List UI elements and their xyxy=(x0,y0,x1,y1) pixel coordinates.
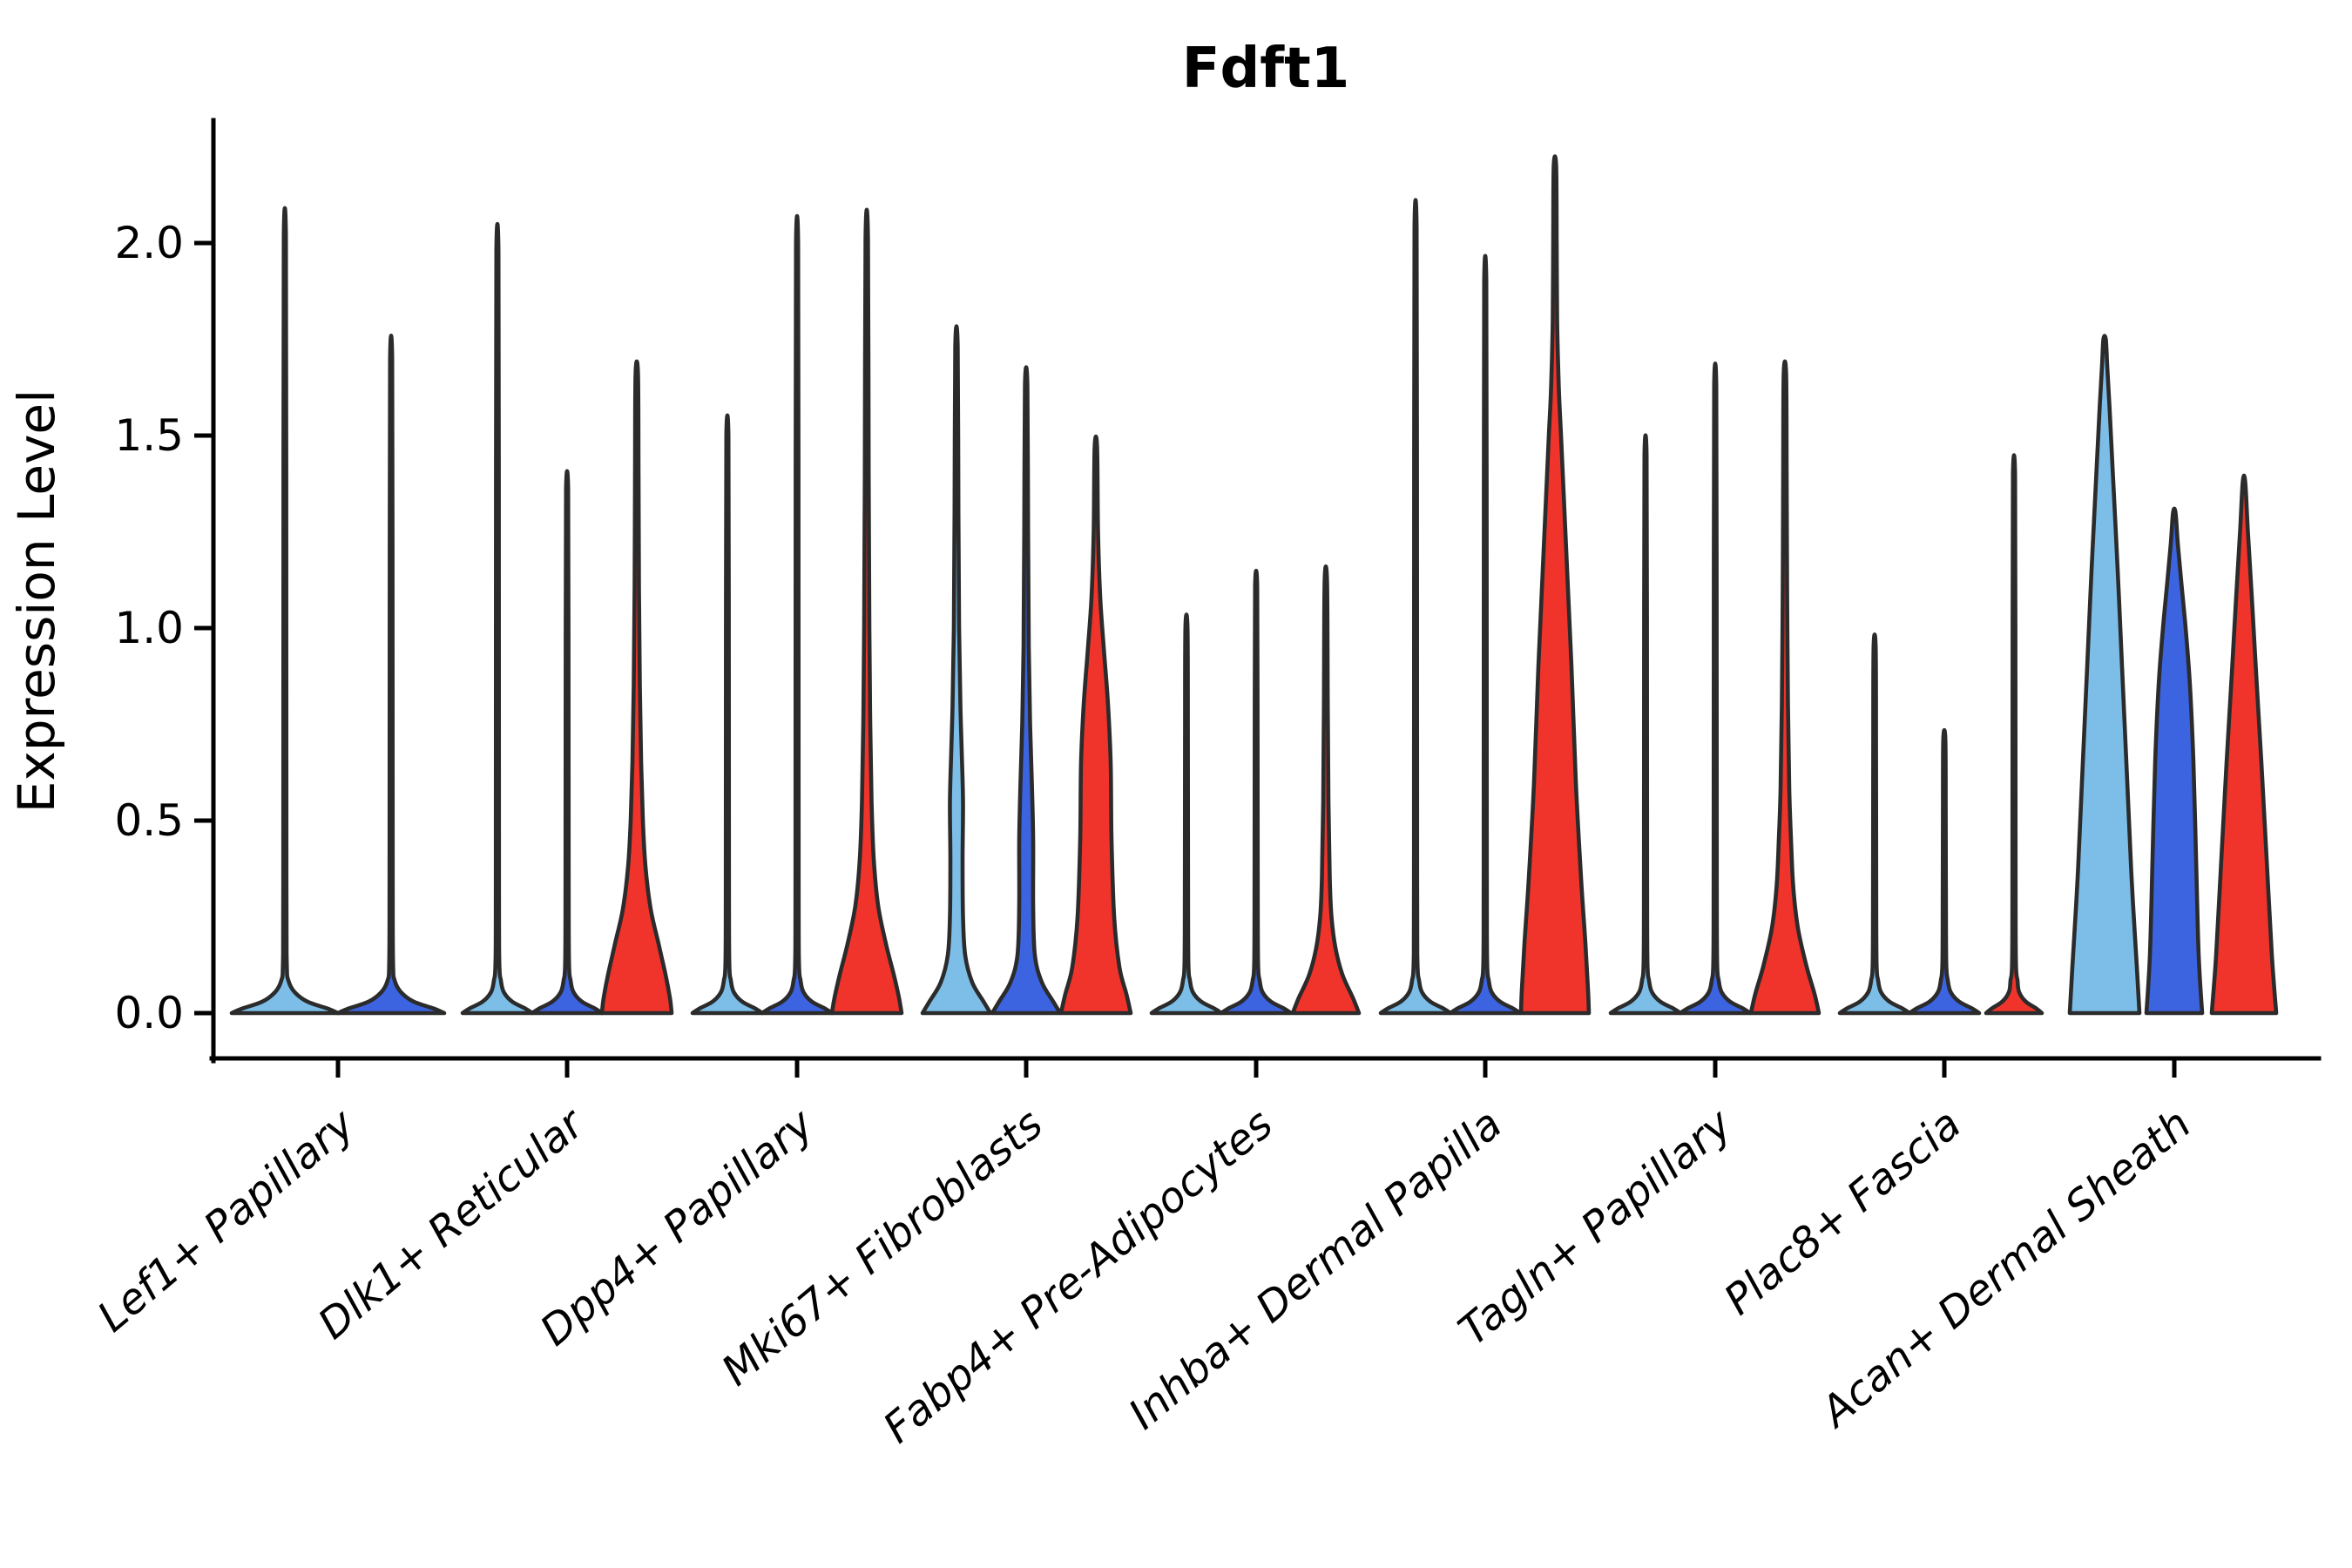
violin-mki67-fibroblasts-split2 xyxy=(990,365,1063,1016)
violin-plac8-fascia-split3 xyxy=(1984,453,2044,1016)
violins-layer xyxy=(229,154,2279,1016)
x-tick-label: Fabp4+ Pre-Adipocytes xyxy=(875,1099,1282,1453)
y-tick-label: 1.0 xyxy=(114,603,184,653)
violin-fabp4-pre-adipocytes-split1 xyxy=(1149,612,1224,1016)
violin-mki67-fibroblasts-split1 xyxy=(920,324,993,1016)
y-tick-label: 2.0 xyxy=(114,218,184,268)
violin-dlk1-reticular-split3 xyxy=(599,359,674,1016)
y-tick-label: 0.5 xyxy=(114,795,184,846)
violin-inhba-dermal-papilla-split3 xyxy=(1518,154,1592,1016)
y-tick-label: 0.0 xyxy=(114,988,184,1038)
violin-tagln-papillary-split2 xyxy=(1678,362,1753,1016)
violin-dlk1-reticular-split2 xyxy=(530,469,605,1016)
violin-dpp4-papillary-split2 xyxy=(760,213,835,1016)
violin-fabp4-pre-adipocytes-split3 xyxy=(1290,564,1362,1016)
violin-plac8-fascia-split2 xyxy=(1907,727,1982,1016)
violin-dpp4-papillary-split3 xyxy=(829,207,904,1016)
violin-inhba-dermal-papilla-split1 xyxy=(1378,198,1453,1016)
violin-mki67-fibroblasts-split3 xyxy=(1058,434,1133,1016)
violin-tagln-papillary-split1 xyxy=(1608,433,1683,1016)
violin-plac8-fascia-split1 xyxy=(1837,632,1912,1016)
violin-fabp4-pre-adipocytes-split2 xyxy=(1219,568,1294,1016)
violin-acan-dermal-sheath-split1 xyxy=(2067,334,2142,1016)
violin-lef1-papillary-split1 xyxy=(229,206,341,1016)
violin-dpp4-papillary-split1 xyxy=(690,413,765,1016)
violin-dlk1-reticular-split1 xyxy=(460,221,535,1016)
violin-lef1-papillary-split2 xyxy=(335,334,447,1016)
violin-inhba-dermal-papilla-split2 xyxy=(1448,253,1523,1016)
x-tick-label: Plac8+ Fascia xyxy=(1715,1099,1970,1324)
x-tick-label: Inhba+ Dermal Papilla xyxy=(1119,1099,1511,1439)
y-tick-label: 1.5 xyxy=(114,410,184,461)
x-tick-label: Acan+ Dermal Sheath xyxy=(1810,1099,2200,1437)
chart-title: Fdft1 xyxy=(1182,37,1350,101)
violin-tagln-papillary-split3 xyxy=(1748,359,1821,1016)
y-axis-label: Expression Level xyxy=(7,389,66,813)
violin-acan-dermal-sheath-split2 xyxy=(2144,506,2205,1016)
violin-acan-dermal-sheath-split3 xyxy=(2209,473,2279,1016)
